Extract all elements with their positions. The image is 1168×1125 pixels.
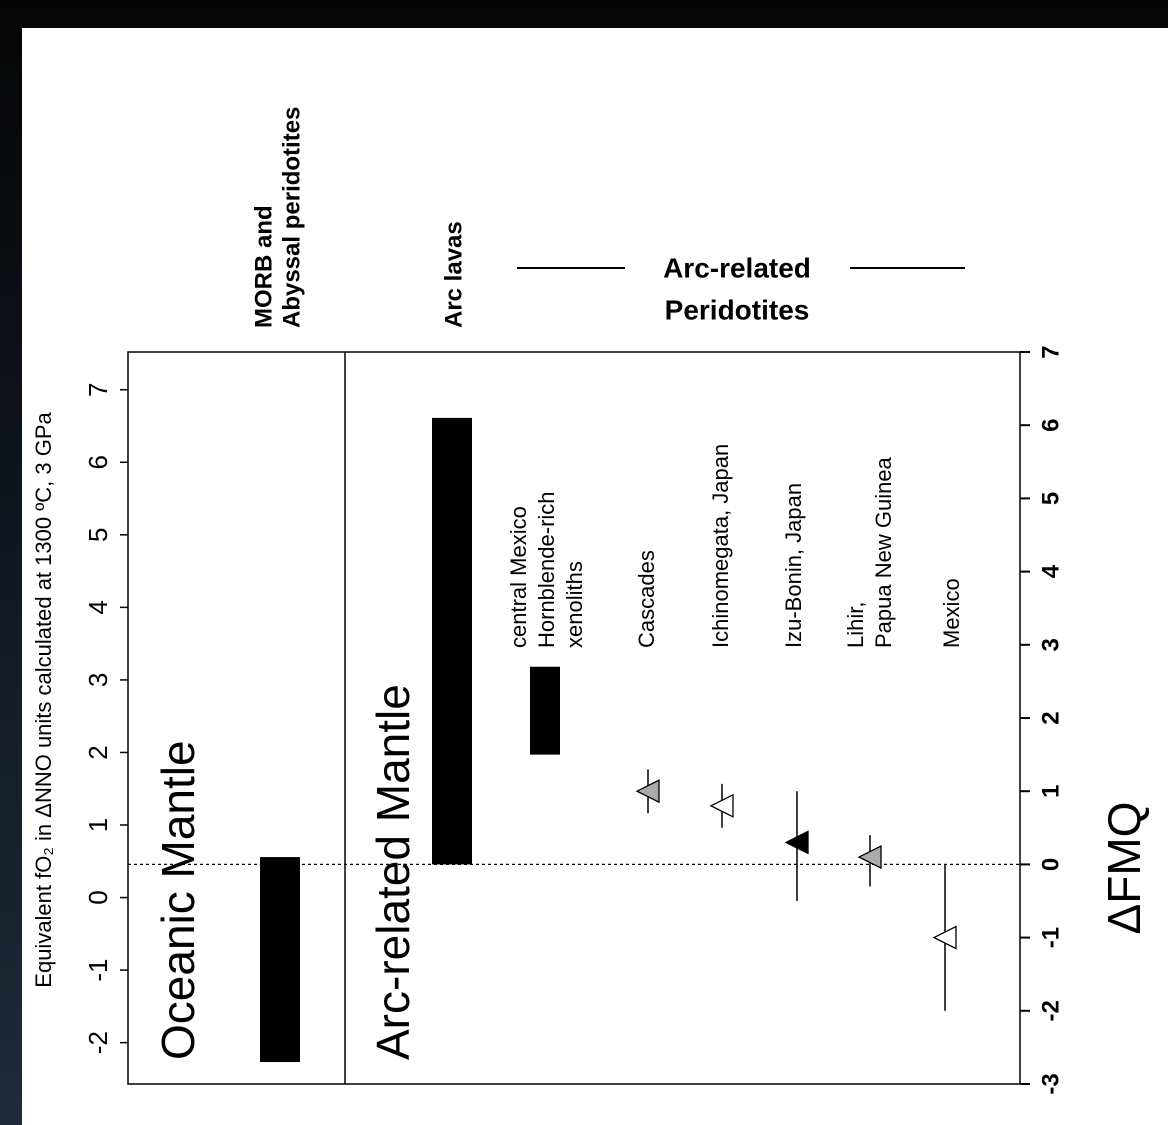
- row-label: Lihir,: [843, 602, 868, 648]
- group-label: Peridotites: [665, 294, 810, 325]
- y-tick-label: 0: [1037, 858, 1064, 871]
- row-label: xenoliths: [562, 561, 587, 648]
- point: [857, 845, 882, 870]
- y-tick-label: 3: [1037, 638, 1064, 651]
- row-label: Ichinomegata, Japan: [708, 444, 733, 648]
- y2-tick-label: 1: [83, 818, 113, 832]
- y-axis-label: ΔFMQ: [1098, 802, 1150, 935]
- point: [784, 830, 809, 855]
- slide: [22, 28, 1168, 1125]
- row-label: Mexico: [939, 578, 964, 648]
- y-tick-label: -2: [1037, 1000, 1064, 1021]
- y-tick-label: 7: [1037, 345, 1064, 358]
- range-bar: [432, 417, 472, 865]
- y2-tick-label: -2: [83, 1031, 113, 1054]
- row-label: Hornblende-rich: [534, 491, 559, 648]
- y2-tick-label: 4: [83, 600, 113, 614]
- y-tick-label: 2: [1037, 711, 1064, 724]
- y-tick-label: 6: [1037, 419, 1064, 432]
- y2-axis-label: Equivalent fO₂ in ΔNNO units calculated …: [31, 412, 56, 988]
- row-label: central Mexico: [506, 506, 531, 648]
- y2-tick-label: 3: [83, 673, 113, 687]
- row-label: Izu-Bonin, Japan: [781, 483, 806, 648]
- y2-tick-label: 2: [83, 745, 113, 759]
- range-bar: [260, 857, 300, 1063]
- y-tick-label: -3: [1037, 1073, 1064, 1094]
- y2-tick-label: 5: [83, 528, 113, 542]
- group-label: Arc-related: [663, 252, 811, 283]
- y2-tick-label: 0: [83, 890, 113, 904]
- range-bar: [530, 666, 560, 755]
- column-label: Arc lavas: [440, 221, 467, 328]
- column-label: MORB and: [250, 205, 277, 328]
- row-label: Cascades: [634, 550, 659, 648]
- y2-tick-label: -1: [83, 959, 113, 982]
- y-tick-label: 4: [1037, 564, 1064, 578]
- y-tick-label: 5: [1037, 492, 1064, 505]
- panel-title: Arc-related Mantle: [367, 684, 419, 1060]
- row-label: Papua New Guinea: [871, 456, 896, 648]
- y2-tick-label: 6: [83, 455, 113, 469]
- column-label: Abyssal peridotites: [278, 107, 305, 328]
- point: [709, 793, 734, 818]
- y2-tick-label: 7: [83, 382, 113, 396]
- y-tick-label: -1: [1037, 927, 1064, 948]
- point: [635, 779, 660, 804]
- y-tick-label: 1: [1037, 785, 1064, 798]
- panel-title: Oceanic Mantle: [152, 740, 204, 1060]
- point: [932, 925, 957, 950]
